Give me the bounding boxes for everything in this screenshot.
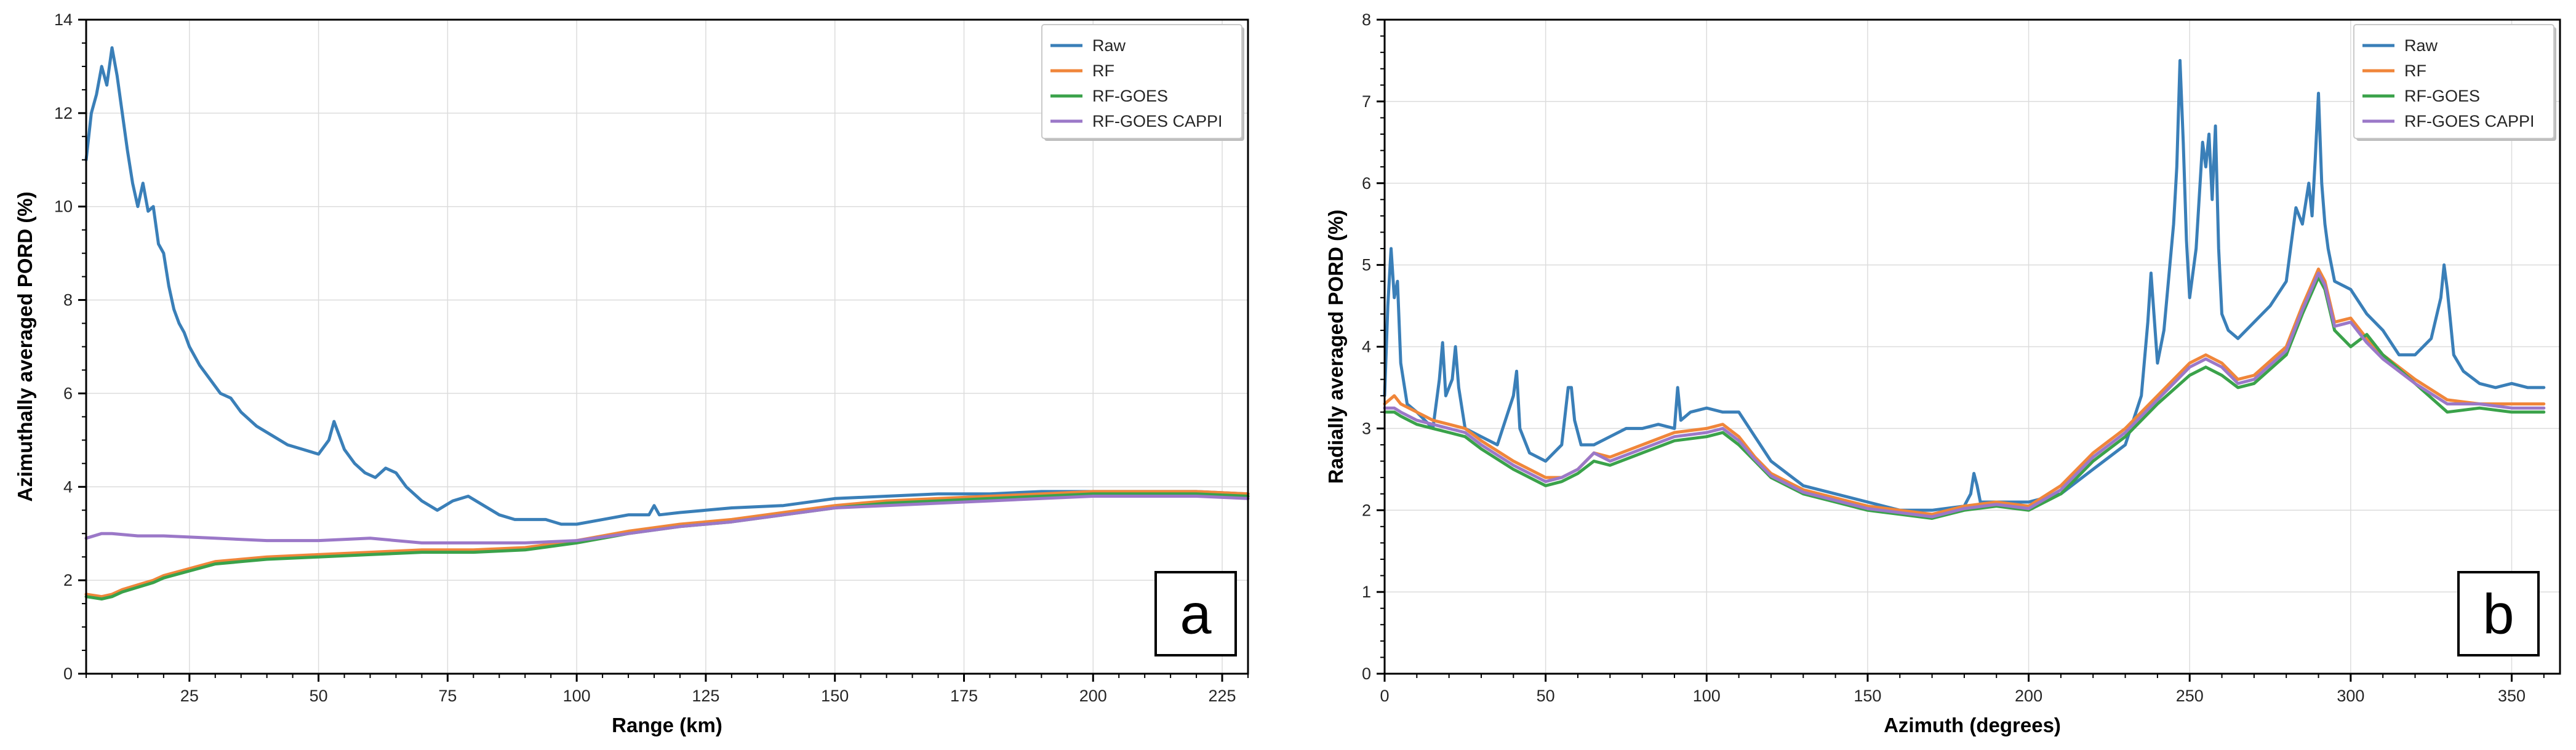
x-tick-label: 100 [1693,687,1721,705]
legend-label: RF-GOES CAPPI [2404,112,2535,130]
y-tick-label: 6 [63,384,73,402]
x-axis-label: Azimuth (degrees) [1884,714,2061,736]
y-tick-label: 12 [54,104,73,122]
x-tick-label: 100 [563,687,591,705]
panel-letter: a [1180,583,1212,646]
x-tick-label: 200 [1079,687,1107,705]
x-tick-label: 75 [438,687,457,705]
y-tick-label: 14 [54,10,73,29]
legend: Raw RF RF-GOES RF-GOES CAPPI [1041,24,1244,141]
y-tick-label: 6 [1362,174,1371,193]
y-tick-label: 8 [1362,10,1371,29]
x-tick-label: 25 [180,687,199,705]
legend-box [1041,24,1242,139]
y-tick-label: 3 [1362,419,1371,437]
x-tick-label: 300 [2337,687,2364,705]
x-tick-label: 225 [1209,687,1236,705]
legend-label: RF-GOES [2404,87,2480,105]
y-tick-label: 0 [1362,664,1371,683]
y-axis-label: Azimuthally averaged PORD (%) [14,191,36,501]
panel-letter-box [2457,571,2540,656]
y-tick-label: 2 [1362,501,1371,519]
y-tick-label: 5 [1362,256,1371,274]
legend-label: RF [2404,62,2426,80]
y-tick-label: 10 [54,197,73,216]
x-tick-label: 150 [1854,687,1881,705]
panel-letter-box [1154,571,1237,656]
x-tick-label: 50 [1537,687,1555,705]
panel-letter: b [2482,583,2514,646]
x-axis-label: Range (km) [612,714,722,736]
x-tick-label: 50 [310,687,328,705]
x-tick-label: 125 [692,687,719,705]
series-line-rf-goes [84,492,1250,600]
legend-label: RF [1092,62,1114,80]
y-axis-label: Radially averaged PORD (%) [1324,210,1347,484]
series-line-rf-goes [1383,276,2546,520]
legend-label: Raw [2404,36,2438,55]
x-tick-label: 150 [821,687,849,705]
x-tick-label: 200 [2015,687,2042,705]
series-line-rf-goes-cappi [1383,271,2546,519]
x-tick-label: 350 [2498,687,2526,705]
x-tick-label: 175 [950,687,978,705]
y-tick-label: 2 [63,571,73,589]
series-line-rf [84,490,1250,599]
chart-panel-b: 0 50 100 150 200 250 300 350 0 1 2 3 4 5 6 7 8 Azimuth (d… [1324,10,2561,736]
y-tick-label: 4 [1362,338,1371,356]
legend-label: RF-GOES CAPPI [1092,112,1223,130]
legend-box [2353,24,2554,139]
x-tick-label: 250 [2176,687,2204,705]
y-tick-label: 7 [1362,92,1371,111]
y-tick-label: 1 [1362,583,1371,601]
chart-panel-a: 25 50 75 100 125 150 175 200 225 0 2 4 6 8 10 12 14 Range… [14,10,1250,736]
series-line-raw [84,46,1250,526]
legend-label: Raw [1092,36,1126,55]
x-tick-label: 0 [1380,687,1389,705]
y-tick-label: 0 [63,664,73,683]
legend: Raw RF RF-GOES RF-GOES CAPPI [2353,24,2556,141]
legend-label: RF-GOES [1092,87,1168,105]
y-tick-label: 4 [63,477,73,496]
series-line-rf-goes-cappi [84,495,1250,545]
y-tick-label: 8 [63,291,73,309]
